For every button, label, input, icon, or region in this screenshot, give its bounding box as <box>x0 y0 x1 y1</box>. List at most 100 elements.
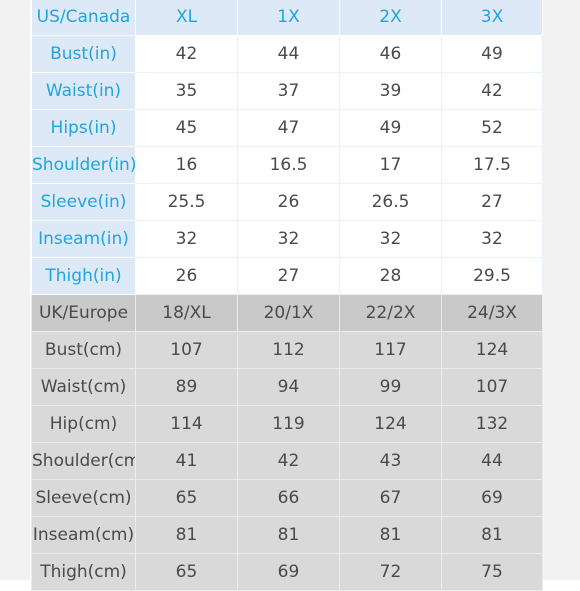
us_section-cell: 46 <box>339 35 442 73</box>
uk_section-cell: 132 <box>441 405 543 443</box>
uk-size-24-3x: 24/3X <box>441 294 543 332</box>
uk_section-cell: 42 <box>237 442 340 480</box>
us_section-row-label: Shoulder(in) <box>31 146 136 184</box>
us_section-cell: 47 <box>237 109 340 147</box>
uk_section-cell: 112 <box>237 331 340 369</box>
us_section-cell: 32 <box>237 220 340 258</box>
uk-region-label: UK/Europe <box>31 294 136 332</box>
uk_section-cell: 81 <box>135 516 238 554</box>
us_section-cell: 52 <box>441 109 543 147</box>
uk_section-cell: 75 <box>441 553 543 591</box>
us_section-row-label: Bust(in) <box>31 35 136 73</box>
us_section-cell: 16.5 <box>237 146 340 184</box>
us_section-cell: 42 <box>441 72 543 110</box>
uk_section-cell: 44 <box>441 442 543 480</box>
uk_section-row-label: Inseam(cm) <box>31 516 136 554</box>
us_section-cell: 17.5 <box>441 146 543 184</box>
us_section-cell: 32 <box>135 220 238 258</box>
us_section-cell: 27 <box>237 257 340 295</box>
us_section-row-inseam-in: Inseam(in) 32 32 32 32 <box>31 220 543 258</box>
uk_section-row-bust-cm: Bust(cm) 107 112 117 124 <box>31 331 543 369</box>
uk_section-row-label: Hip(cm) <box>31 405 136 443</box>
us_section-row-thigh-in: Thigh(in) 26 27 28 29.5 <box>31 257 543 295</box>
uk_section-cell: 89 <box>135 368 238 406</box>
left-margin <box>0 0 30 580</box>
uk_section-cell: 107 <box>135 331 238 369</box>
us_section-cell: 17 <box>339 146 442 184</box>
right-margin <box>543 0 580 580</box>
us-size-xl: XL <box>135 0 238 36</box>
uk_section-cell: 66 <box>237 479 340 517</box>
us_section-cell: 25.5 <box>135 183 238 221</box>
uk_section-cell: 124 <box>339 405 442 443</box>
uk_section-row-label: Sleeve(cm) <box>31 479 136 517</box>
us_section-cell: 37 <box>237 72 340 110</box>
uk_section-row-label: Thigh(cm) <box>31 553 136 591</box>
us_section-row-label: Waist(in) <box>31 72 136 110</box>
us_section-cell: 45 <box>135 109 238 147</box>
us_section-cell: 42 <box>135 35 238 73</box>
us_section-row-shoulder-in: Shoulder(in) 16 16.5 17 17.5 <box>31 146 543 184</box>
us_section-row-label: Sleeve(in) <box>31 183 136 221</box>
uk_section-cell: 119 <box>237 405 340 443</box>
uk_section-cell: 81 <box>237 516 340 554</box>
uk_section-cell: 67 <box>339 479 442 517</box>
us_section-row-sleeve-in: Sleeve(in) 25.5 26 26.5 27 <box>31 183 543 221</box>
us_section-cell: 49 <box>339 109 442 147</box>
us-measurement-rows: Bust(in) 42 44 46 49 Waist(in) 35 37 39 42 Hips(in… <box>31 35 543 295</box>
us_section-cell: 35 <box>135 72 238 110</box>
uk_section-cell: 114 <box>135 405 238 443</box>
us_section-cell: 32 <box>441 220 543 258</box>
uk-size-section: UK/Europe 18/XL 20/1X 22/2X 24/3X <box>31 294 543 332</box>
uk_section-cell: 69 <box>237 553 340 591</box>
us-size-3x: 3X <box>441 0 543 36</box>
uk-size-22-2x: 22/2X <box>339 294 442 332</box>
us_section-cell: 39 <box>339 72 442 110</box>
us_section-row-bust-in: Bust(in) 42 44 46 49 <box>31 35 543 73</box>
uk_section-cell: 72 <box>339 553 442 591</box>
uk-size-18-xl: 18/XL <box>135 294 238 332</box>
size-chart-table: US/Canada XL 1X 2X 3X Bust(in) 42 44 46 49 Wa… <box>31 0 543 591</box>
uk-measurement-rows: Bust(cm) 107 112 117 124 Waist(cm) 89 94 99 107 Hi… <box>31 331 543 591</box>
uk_section-row-label: Bust(cm) <box>31 331 136 369</box>
us-size-1x: 1X <box>237 0 340 36</box>
uk_section-row-waist-cm: Waist(cm) 89 94 99 107 <box>31 368 543 406</box>
uk-header-row: UK/Europe 18/XL 20/1X 22/2X 24/3X <box>31 294 543 332</box>
us_section-cell: 44 <box>237 35 340 73</box>
us_section-cell: 32 <box>339 220 442 258</box>
us_section-cell: 26 <box>237 183 340 221</box>
uk_section-row-hip-cm: Hip(cm) 114 119 124 132 <box>31 405 543 443</box>
us_section-row-hips-in: Hips(in) 45 47 49 52 <box>31 109 543 147</box>
uk_section-cell: 124 <box>441 331 543 369</box>
uk_section-cell: 117 <box>339 331 442 369</box>
uk_section-row-sleeve-cm: Sleeve(cm) 65 66 67 69 <box>31 479 543 517</box>
us_section-row-label: Inseam(in) <box>31 220 136 258</box>
us_section-cell: 49 <box>441 35 543 73</box>
uk_section-cell: 69 <box>441 479 543 517</box>
uk_section-cell: 81 <box>441 516 543 554</box>
us_section-row-waist-in: Waist(in) 35 37 39 42 <box>31 72 543 110</box>
us_section-cell: 16 <box>135 146 238 184</box>
us-region-label: US/Canada <box>31 0 136 36</box>
us_section-cell: 26.5 <box>339 183 442 221</box>
uk_section-cell: 65 <box>135 553 238 591</box>
uk-size-20-1x: 20/1X <box>237 294 340 332</box>
us_section-cell: 29.5 <box>441 257 543 295</box>
uk_section-cell: 99 <box>339 368 442 406</box>
uk_section-row-label: Shoulder(cm) <box>31 442 136 480</box>
us-header-row: US/Canada XL 1X 2X 3X <box>31 0 543 36</box>
us_section-cell: 27 <box>441 183 543 221</box>
uk_section-row-label: Waist(cm) <box>31 368 136 406</box>
us-size-section: US/Canada XL 1X 2X 3X <box>31 0 543 36</box>
uk_section-cell: 65 <box>135 479 238 517</box>
us_section-row-label: Thigh(in) <box>31 257 136 295</box>
us_section-cell: 28 <box>339 257 442 295</box>
uk_section-cell: 41 <box>135 442 238 480</box>
us-size-2x: 2X <box>339 0 442 36</box>
uk_section-cell: 43 <box>339 442 442 480</box>
us_section-row-label: Hips(in) <box>31 109 136 147</box>
uk_section-cell: 81 <box>339 516 442 554</box>
us_section-cell: 26 <box>135 257 238 295</box>
uk_section-row-shoulder-cm: Shoulder(cm) 41 42 43 44 <box>31 442 543 480</box>
